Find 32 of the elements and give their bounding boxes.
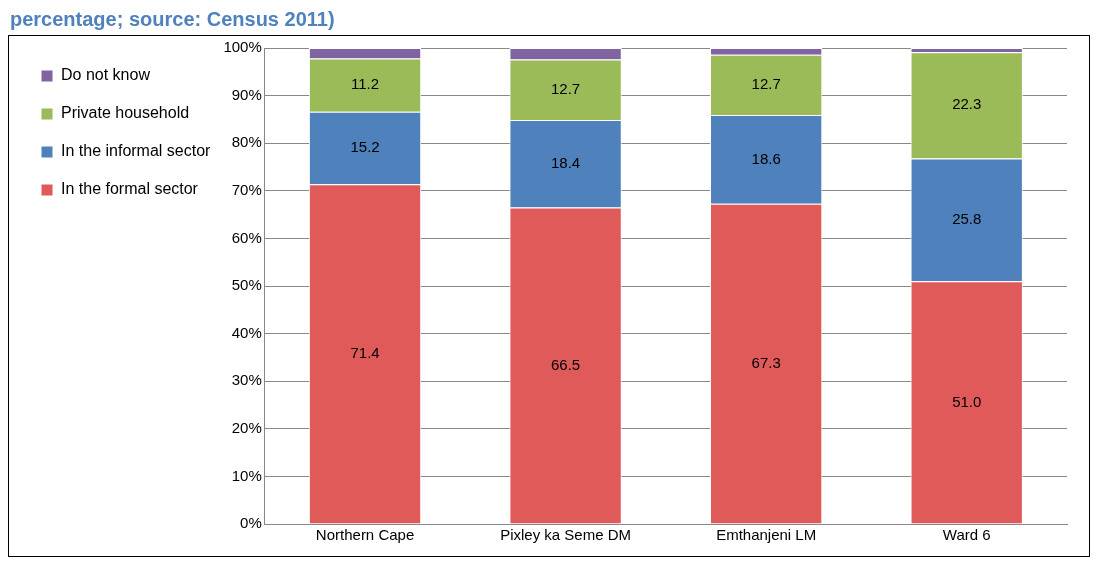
data-label: 25.8 [952,209,982,227]
data-label: 12.7 [551,79,581,97]
legend-label: Private household [61,104,190,122]
data-label: 18.6 [751,149,781,167]
data-label: 71.4 [350,343,380,361]
y-tick-label: 50% [231,276,262,294]
x-tick-label: Emthanjeni LM [716,526,817,544]
legend-label: In the informal sector [61,142,212,160]
data-label: 11.2 [351,75,380,93]
y-tick-label: 90% [231,85,262,103]
data-label: 12.7 [751,75,781,93]
y-tick-label: 20% [231,418,262,436]
chart-title: percentage; source: Census 2011) [10,8,336,31]
data-label: 18.4 [551,153,581,171]
y-tick-label: 30% [231,371,262,389]
y-tick-label: 80% [231,133,262,151]
x-tick-label: Northern Cape [315,526,415,544]
x-tick-label: Pixley ka Seme DM [500,526,632,544]
data-label: 51.0 [952,392,982,410]
data-label: 67.3 [751,353,781,371]
y-tick-label: 0% [240,514,262,532]
y-tick-label: 10% [231,466,262,484]
data-label: 66.5 [551,355,581,373]
legend-label: In the formal sector [61,180,199,198]
legend-label: Do not know [61,66,151,84]
y-tick-label: 100% [223,38,262,56]
data-label: 22.3 [952,95,982,113]
y-tick-label: 40% [231,323,262,341]
y-tick-label: 70% [231,180,262,198]
data-label: 15.2 [350,138,380,156]
x-tick-label: Ward 6 [942,526,991,544]
y-tick-label: 60% [231,228,262,246]
